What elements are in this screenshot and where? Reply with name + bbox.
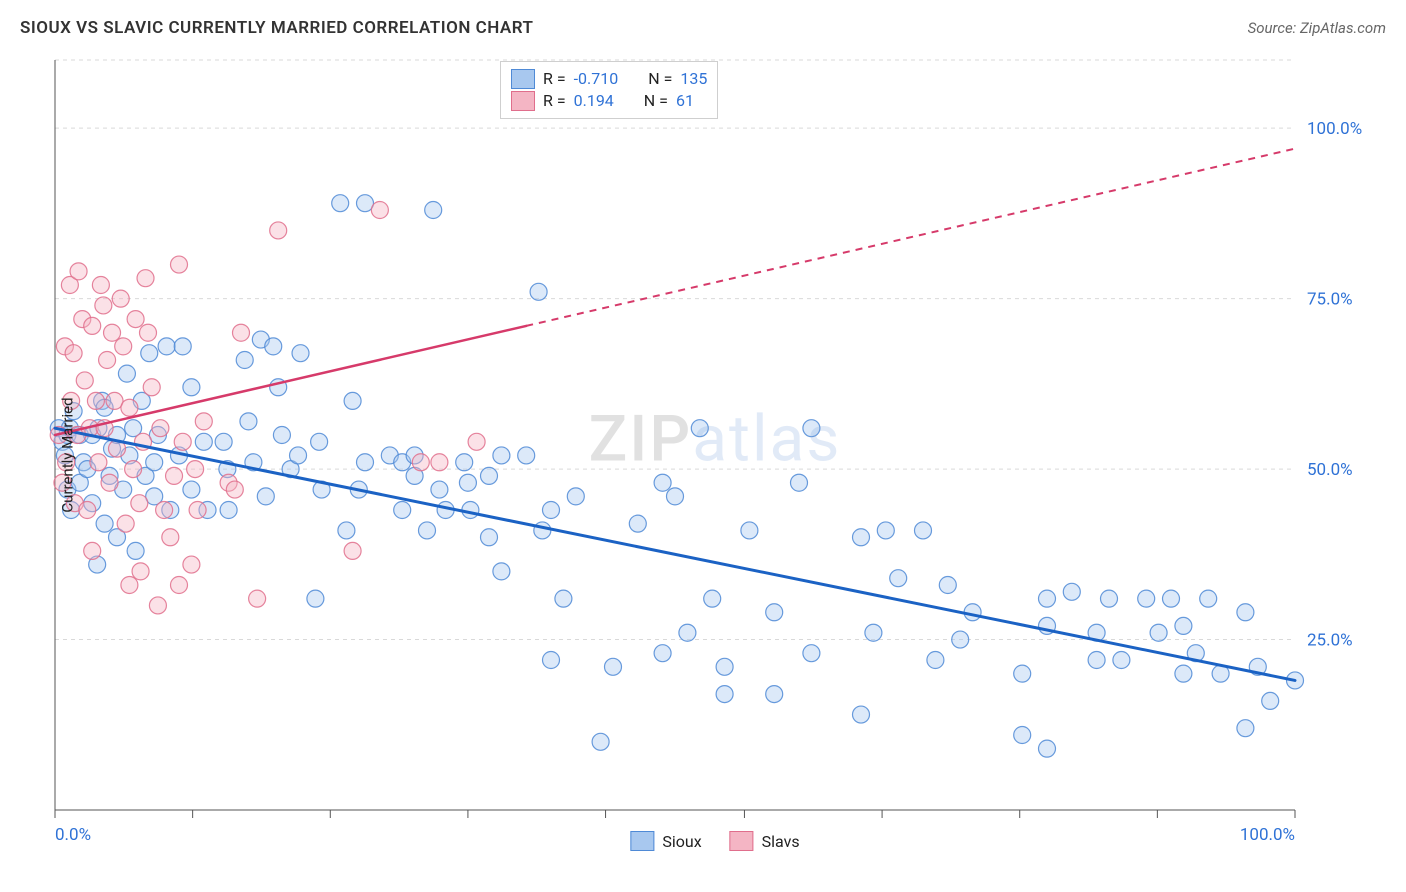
- svg-text:75.0%: 75.0%: [1307, 290, 1353, 310]
- series-legend-item: Sioux: [630, 831, 701, 851]
- legend-r-value: -0.710: [574, 68, 619, 90]
- plot-area: Currently Married 0.0% 100.0% 25.0% 50.0% 75…: [45, 55, 1385, 855]
- legend-r-label: R =: [543, 90, 566, 112]
- svg-text:25.0%: 25.0%: [1307, 631, 1353, 651]
- legend-r-label: R =: [543, 68, 566, 90]
- legend-swatch: [730, 831, 754, 851]
- y-axis-label: Currently Married: [59, 397, 77, 512]
- legend-r-value: 0.194: [574, 90, 614, 112]
- legend-swatch: [511, 91, 535, 111]
- legend-swatch: [630, 831, 654, 851]
- legend-swatch: [511, 69, 535, 89]
- chart-title: SIOUX VS SLAVIC CURRENTLY MARRIED CORREL…: [20, 18, 533, 38]
- svg-text:100.0%: 100.0%: [1240, 825, 1295, 845]
- chart-header: SIOUX VS SLAVIC CURRENTLY MARRIED CORREL…: [20, 18, 1386, 38]
- scatter-plot-svg: 0.0% 100.0% 25.0% 50.0% 75.0% 100.0%: [45, 55, 1385, 855]
- svg-text:0.0%: 0.0%: [55, 825, 91, 845]
- legend-n-value: 135: [680, 68, 707, 90]
- svg-text:50.0%: 50.0%: [1307, 460, 1353, 480]
- legend-row: R = 0.194 N = 61: [511, 90, 707, 112]
- series-legend-item: Slavs: [730, 831, 800, 851]
- legend-n-label: N =: [644, 90, 668, 112]
- series-legend: Sioux Slavs: [630, 831, 799, 851]
- series-legend-label: Slavs: [762, 832, 800, 851]
- correlation-legend: R = -0.710 N = 135 R = 0.194 N = 61: [500, 61, 718, 119]
- chart-source: Source: ZipAtlas.com: [1248, 19, 1386, 37]
- legend-n-label: N =: [648, 68, 672, 90]
- legend-row: R = -0.710 N = 135: [511, 68, 707, 90]
- svg-text:100.0%: 100.0%: [1307, 119, 1362, 139]
- series-legend-label: Sioux: [662, 832, 701, 851]
- legend-n-value: 61: [676, 90, 694, 112]
